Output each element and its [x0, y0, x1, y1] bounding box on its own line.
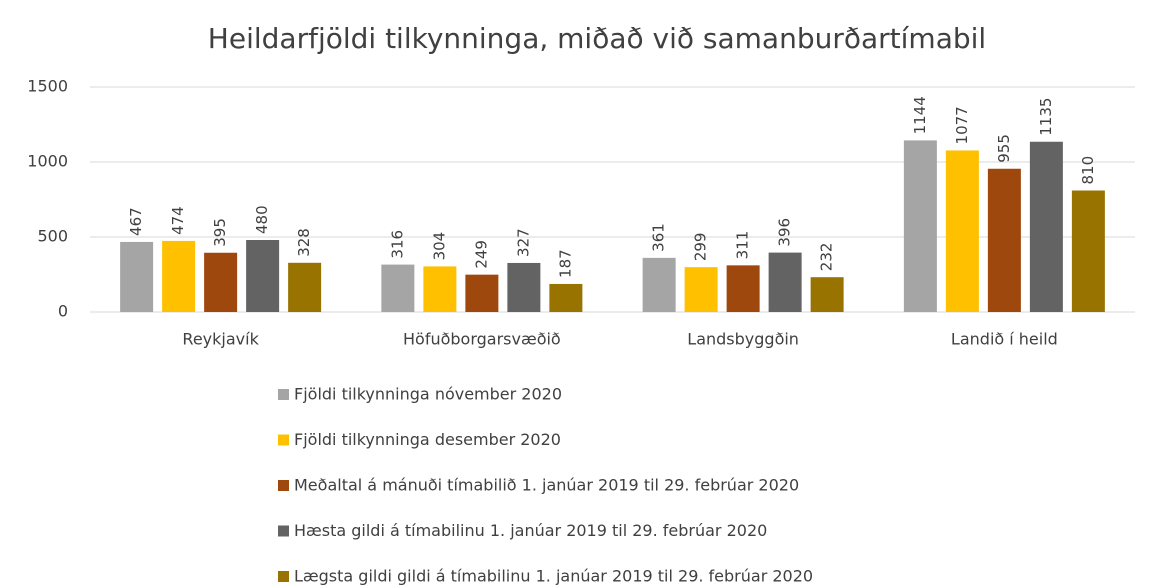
bar	[162, 240, 196, 312]
bar	[204, 252, 238, 312]
legend-label: Fjöldi tilkynninga desember 2020	[294, 430, 561, 449]
bar	[465, 274, 499, 312]
bar	[810, 277, 844, 312]
data-label: 955	[995, 134, 1013, 163]
legend-swatch	[278, 525, 289, 537]
data-label: 249	[472, 240, 490, 269]
bar	[684, 267, 718, 312]
y-tick-label: 1000	[27, 152, 68, 171]
data-label: 1144	[911, 96, 929, 134]
data-label: 1135	[1037, 98, 1055, 136]
legend-swatch	[278, 389, 289, 400]
data-label: 361	[650, 223, 668, 252]
bar	[246, 240, 280, 312]
bar	[726, 265, 760, 312]
bar	[549, 283, 583, 312]
data-label: 304	[430, 232, 448, 261]
bar	[1071, 190, 1105, 312]
data-label: 299	[692, 233, 710, 262]
y-tick-label: 1500	[27, 77, 68, 96]
x-tick-label: Höfuðborgarsvæðið	[403, 330, 561, 349]
data-label: 810	[1079, 156, 1097, 185]
bar	[768, 252, 802, 312]
x-tick-label: Landsbyggðin	[687, 330, 799, 349]
x-tick-label: Reykjavík	[182, 330, 259, 349]
data-label: 316	[388, 230, 406, 259]
data-label: 480	[253, 205, 271, 234]
bar	[945, 150, 979, 312]
data-label: 1077	[953, 106, 971, 144]
bar	[507, 262, 541, 312]
data-label: 395	[211, 218, 229, 247]
bar	[1029, 141, 1063, 312]
legend-swatch	[278, 571, 289, 582]
legend-swatch	[278, 480, 289, 491]
data-label: 396	[776, 218, 794, 247]
chart-title: Heildarfjöldi tilkynninga, miðað við sam…	[208, 22, 986, 55]
x-tick-label: Landið í heild	[951, 330, 1058, 349]
bar	[120, 241, 154, 312]
bar	[423, 266, 457, 312]
bar	[288, 262, 322, 312]
bar	[903, 140, 937, 312]
legend-label: Lægsta gildi gildi á tímabilinu 1. janúa…	[294, 567, 813, 585]
bar	[642, 257, 676, 312]
bar	[381, 264, 415, 312]
data-label: 474	[169, 206, 187, 235]
data-label: 328	[295, 228, 313, 257]
data-label: 467	[127, 207, 145, 236]
data-label: 327	[514, 228, 532, 257]
bar	[987, 168, 1021, 312]
data-label: 311	[734, 231, 752, 260]
y-tick-label: 500	[37, 227, 68, 246]
y-tick-label: 0	[58, 302, 68, 321]
legend-swatch	[278, 434, 289, 446]
legend-label: Meðaltal á mánuði tímabilið 1. janúar 20…	[294, 476, 799, 495]
data-label: 232	[818, 243, 836, 272]
data-label: 187	[556, 249, 574, 278]
legend-label: Fjöldi tilkynninga nóvember 2020	[294, 385, 562, 404]
legend-label: Hæsta gildi á tímabilinu 1. janúar 2019 …	[294, 521, 767, 540]
